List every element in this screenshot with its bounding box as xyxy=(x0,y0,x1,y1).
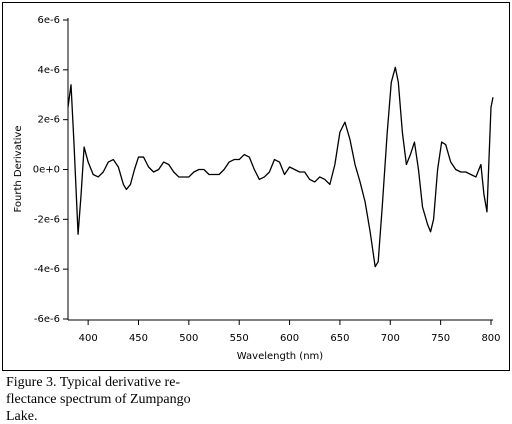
x-tick-label: 450 xyxy=(129,333,148,344)
y-tick-label: 6e-6 xyxy=(38,15,61,26)
y-tick-label: -2e-6 xyxy=(34,214,60,225)
x-tick-label: 800 xyxy=(481,333,500,344)
y-tick-label: 0e+0 xyxy=(33,165,60,176)
y-axis-label: Fourth Derivative xyxy=(13,126,24,213)
data-line xyxy=(67,66,494,268)
y-tick-label: -6e-6 xyxy=(34,314,60,325)
y-tick-label: 2e-6 xyxy=(38,115,61,126)
caption-line: flectance spectrum of Zumpango xyxy=(6,392,191,407)
x-tick-label: 600 xyxy=(280,333,299,344)
x-tick-label: 700 xyxy=(381,333,400,344)
x-tick-label: 400 xyxy=(79,333,98,344)
caption-line: Lake. xyxy=(6,409,37,424)
x-axis-label: Wavelength (nm) xyxy=(237,351,323,362)
x-tick-label: 750 xyxy=(431,333,450,344)
caption-line: Figure 3. Typical derivative re- xyxy=(6,375,180,390)
x-tick-label: 650 xyxy=(330,333,349,344)
chart-frame xyxy=(2,2,510,371)
x-tick-label: 500 xyxy=(179,333,198,344)
y-tick-label: 4e-6 xyxy=(38,65,61,76)
x-tick-label: 550 xyxy=(230,333,249,344)
y-tick-label: -4e-6 xyxy=(34,264,60,275)
